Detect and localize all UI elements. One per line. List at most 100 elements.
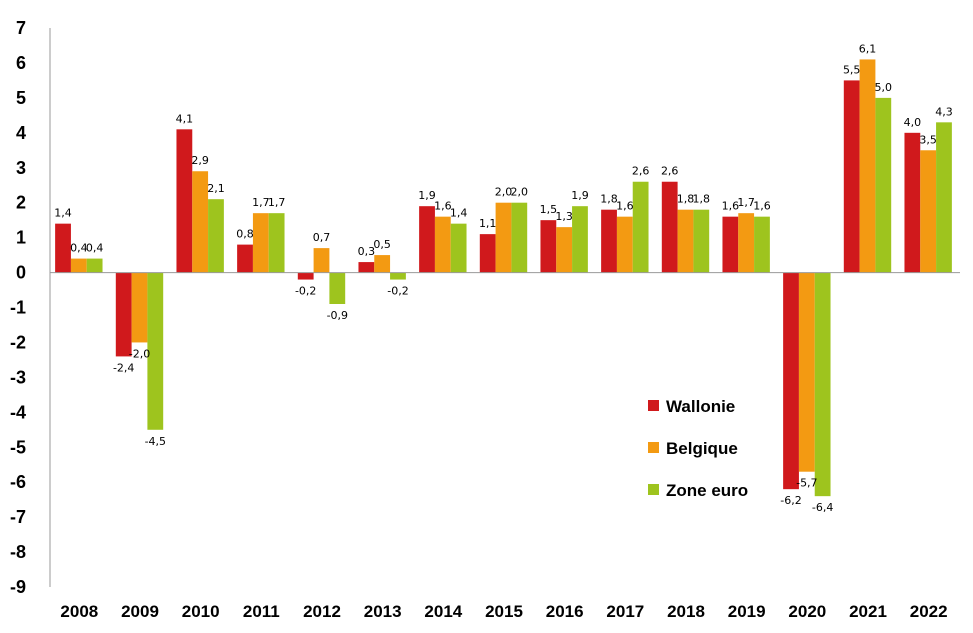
data-label: 0,8	[236, 228, 254, 241]
y-tick-label: -1	[10, 298, 26, 318]
data-label: 1,6	[722, 200, 740, 213]
bar-belgique-2015	[495, 202, 512, 273]
bar-zone-euro-2022	[936, 122, 952, 273]
y-tick-label: 1	[16, 228, 26, 248]
x-tick-label: 2017	[606, 602, 644, 621]
bar-belgique-2012	[313, 248, 330, 273]
bar-zone-euro-2010	[208, 199, 224, 273]
x-tick-label: 2008	[60, 602, 98, 621]
data-label: 1,7	[252, 196, 270, 209]
data-label: 0,4	[70, 242, 88, 255]
data-label: 1,4	[54, 207, 72, 220]
legend-swatch-wallonie	[648, 400, 659, 411]
x-axis: 2008 2009 2010 2011 2012 2013 2014 2015 2016 2017…	[50, 272, 960, 621]
data-label: 6,1	[859, 42, 877, 55]
data-label: -0,2	[387, 285, 408, 298]
x-tick-label: 2014	[424, 602, 462, 621]
data-label: 2,9	[191, 154, 209, 167]
bar-belgique-2008	[70, 258, 87, 273]
data-label: 4,3	[935, 105, 953, 118]
bar-wallonie-2013	[358, 262, 375, 273]
y-tick-label: 3	[16, 158, 26, 178]
bar-wallonie-2014	[419, 206, 435, 273]
data-label: -0,2	[295, 285, 316, 298]
bar-zone-euro-2016	[572, 206, 588, 273]
bar-belgique-2016	[556, 227, 573, 273]
data-label: 4,0	[904, 116, 922, 129]
x-tick-label: 2018	[667, 602, 705, 621]
data-label: 0,4	[86, 242, 104, 255]
data-label: -5,7	[796, 477, 817, 490]
data-label: -0,9	[327, 309, 348, 322]
data-label: 2,0	[511, 186, 529, 199]
data-label: 1,4	[450, 207, 468, 220]
bar-zone-euro-2017	[632, 181, 649, 273]
data-label: 1,9	[571, 189, 589, 202]
data-label: 1,3	[555, 210, 573, 223]
x-tick-label: 2012	[303, 602, 341, 621]
bar-zone-euro-2015	[511, 202, 528, 273]
bar-zone-euro-2012	[329, 272, 346, 304]
data-label: 3,5	[919, 133, 937, 146]
data-label: 1,8	[600, 193, 618, 206]
y-tick-label: 4	[16, 123, 26, 143]
bar-wallonie-2021	[843, 80, 860, 273]
y-tick-label: 2	[16, 193, 26, 213]
y-tick-label: -2	[10, 332, 26, 352]
y-tick-label: 5	[16, 88, 26, 108]
y-tick-label: -5	[10, 437, 26, 457]
data-label: 0,3	[358, 245, 376, 258]
data-label: 2,1	[207, 182, 225, 195]
bar-wallonie-2019	[722, 216, 739, 273]
data-label: 5,0	[875, 81, 893, 94]
bar-belgique-2017	[616, 216, 633, 273]
bar-zone-euro-2020	[814, 272, 831, 497]
bar-wallonie-2011	[237, 244, 253, 273]
y-tick-label: -6	[10, 472, 26, 492]
bar-zone-euro-2013	[390, 272, 406, 280]
y-tick-label: -4	[10, 402, 26, 422]
bar-belgique-2022	[920, 150, 937, 273]
data-label: 2,6	[661, 165, 679, 178]
y-axis: 7 6 5 4 3 2 1 0 -1 -2 -3 -4 -5 -6 -7 -8 -9	[10, 18, 51, 597]
bar-zone-euro-2009	[147, 272, 164, 430]
bar-zone-euro-2021	[875, 97, 892, 273]
data-label: 1,6	[753, 200, 771, 213]
x-tick-label: 2021	[849, 602, 887, 621]
bar-wallonie-2017	[601, 209, 617, 273]
data-label: 5,5	[843, 63, 861, 76]
bar-belgique-2018	[677, 209, 694, 273]
bar-zone-euro-2018	[693, 209, 710, 273]
data-label: 1,7	[737, 196, 755, 209]
data-label: -6,4	[812, 501, 833, 514]
bar-belgique-2011	[252, 213, 269, 273]
bar-belgique-2010	[192, 171, 209, 273]
bar-wallonie-2009	[115, 272, 132, 357]
data-label: -4,5	[145, 435, 166, 448]
data-label: 1,8	[693, 193, 711, 206]
data-label: 1,6	[434, 200, 452, 213]
data-label: 1,1	[479, 217, 497, 230]
y-tick-label: 6	[16, 53, 26, 73]
data-label: 1,7	[268, 196, 286, 209]
data-label: 0,7	[313, 231, 331, 244]
bar-belgique-2019	[738, 213, 755, 273]
legend-label: Wallonie	[666, 397, 735, 416]
data-label: 1,8	[677, 193, 695, 206]
data-label: 2,0	[495, 186, 513, 199]
data-label: -2,4	[113, 361, 134, 374]
bar-zone-euro-2011	[268, 213, 285, 273]
bar-wallonie-2008	[55, 223, 71, 273]
x-tick-label: 2010	[182, 602, 220, 621]
bar-wallonie-2020	[783, 272, 799, 490]
legend-label: Zone euro	[666, 481, 748, 500]
bar-wallonie-2016	[540, 220, 557, 273]
bar-wallonie-2015	[479, 234, 496, 273]
bar-belgique-2009	[131, 272, 148, 343]
data-label: -2,0	[129, 347, 150, 360]
data-label: 0,5	[373, 238, 391, 251]
bar-wallonie-2012	[297, 272, 314, 280]
x-tick-label: 2009	[121, 602, 159, 621]
y-tick-label: -8	[10, 542, 26, 562]
